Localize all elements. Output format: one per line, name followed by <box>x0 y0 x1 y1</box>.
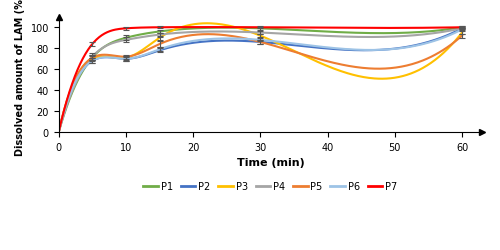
P3 <box>397 76 403 79</box>
P7 <box>296 27 302 30</box>
P6 <box>302 44 308 47</box>
P2 <box>422 42 428 45</box>
P6 <box>396 48 402 51</box>
P1 <box>459 27 465 30</box>
P3 <box>57 125 63 128</box>
P7 <box>57 125 63 128</box>
P1 <box>57 126 63 130</box>
P6 <box>56 131 62 134</box>
P4 <box>57 126 63 129</box>
Line: P7: P7 <box>58 28 462 133</box>
P7 <box>459 27 465 30</box>
P6 <box>459 29 465 32</box>
P5 <box>304 55 310 58</box>
P4 <box>396 36 402 39</box>
Line: P2: P2 <box>58 29 462 133</box>
P2 <box>294 45 300 48</box>
P3 <box>204 23 210 26</box>
X-axis label: Time (min): Time (min) <box>236 158 304 168</box>
P2 <box>56 131 62 134</box>
P1 <box>294 30 300 32</box>
P3 <box>297 53 303 56</box>
P7 <box>304 27 310 30</box>
P2 <box>57 126 63 129</box>
P3 <box>304 56 310 59</box>
P3 <box>422 66 428 68</box>
P5 <box>459 35 465 38</box>
P3 <box>459 32 465 35</box>
P5 <box>422 58 428 61</box>
P1 <box>296 30 302 32</box>
P4 <box>294 34 300 37</box>
Line: P3: P3 <box>58 24 462 133</box>
P3 <box>296 52 302 56</box>
P5 <box>296 52 302 56</box>
Y-axis label: Dissolved amount of LAM (%): Dissolved amount of LAM (%) <box>15 0 25 156</box>
Line: P4: P4 <box>58 29 462 133</box>
P7 <box>297 27 303 30</box>
P4 <box>56 131 62 134</box>
P6 <box>296 44 302 46</box>
P6 <box>294 43 300 46</box>
P3 <box>56 131 62 134</box>
P5 <box>206 34 212 36</box>
Line: P5: P5 <box>58 35 462 133</box>
P2 <box>302 46 308 49</box>
P2 <box>296 45 302 48</box>
P5 <box>56 131 62 134</box>
P5 <box>297 53 303 56</box>
P4 <box>296 34 302 37</box>
P4 <box>422 34 428 37</box>
P6 <box>422 43 428 46</box>
P5 <box>57 125 63 128</box>
Line: P1: P1 <box>58 28 462 133</box>
P7 <box>397 27 403 30</box>
P7 <box>422 27 428 30</box>
P2 <box>459 28 465 31</box>
P1 <box>302 30 308 33</box>
Line: P6: P6 <box>58 30 462 133</box>
Legend: P1, P2, P3, P4, P5, P6, P7: P1, P2, P3, P4, P5, P6, P7 <box>140 178 402 196</box>
P4 <box>302 34 308 37</box>
P5 <box>397 66 403 69</box>
P4 <box>459 28 465 31</box>
P1 <box>56 131 62 134</box>
P6 <box>57 126 63 129</box>
P7 <box>56 131 62 134</box>
P2 <box>396 48 402 50</box>
P7 <box>202 26 207 30</box>
P1 <box>422 31 428 34</box>
P1 <box>396 32 402 35</box>
